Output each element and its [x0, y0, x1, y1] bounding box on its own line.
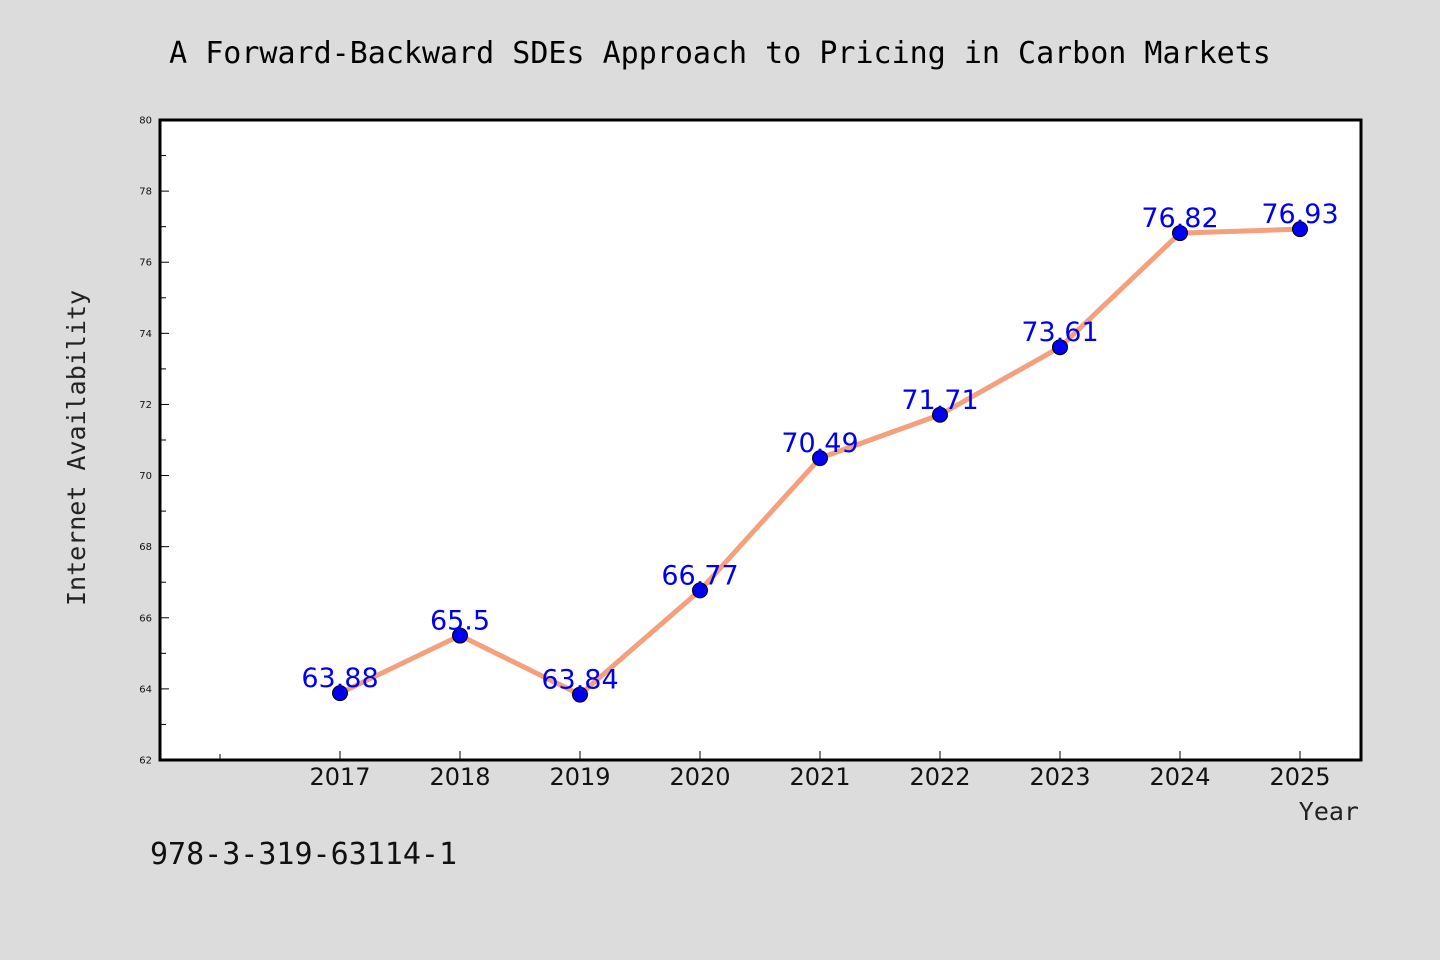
data-point [692, 582, 708, 599]
x-tick-label: 2021 [789, 763, 850, 791]
data-point [932, 406, 948, 423]
y-tick-label: 62 [139, 756, 152, 767]
data-label: 71.71 [901, 385, 978, 416]
data-label: 65.5 [430, 606, 490, 637]
y-tick-label: 80 [139, 116, 152, 127]
y-tick-label: 64 [139, 684, 152, 695]
x-tick-label: 2023 [1029, 763, 1090, 791]
x-tick-label: 2022 [909, 763, 970, 791]
plot-area [158, 118, 1363, 762]
data-point [1292, 221, 1308, 238]
data-point [332, 685, 348, 702]
data-point [1172, 225, 1188, 242]
y-tick-label: 72 [139, 400, 152, 411]
data-label: 76.93 [1261, 199, 1338, 230]
data-label: 66.77 [661, 560, 738, 591]
y-tick-label: 78 [139, 187, 152, 198]
x-tick-label: 2020 [669, 763, 730, 791]
y-tick-label: 76 [139, 258, 152, 269]
x-axis: 2017 2018 2019 2020 2021 2022 2023 2024 2025 [219, 751, 1331, 791]
y-axis: 62 64 66 68 70 72 74 76 78 80 [139, 116, 169, 767]
data-label: 63.88 [301, 663, 378, 694]
y-tick-label: 74 [139, 329, 152, 340]
x-tick-label: 2024 [1149, 763, 1210, 791]
y-axis-label: Internet Availability [62, 290, 91, 606]
y-tick-label: 70 [139, 471, 152, 482]
y-tick-label: 66 [139, 613, 152, 624]
y-tick-label: 68 [139, 542, 152, 553]
x-tick-label: 2025 [1269, 763, 1330, 791]
data-point [1052, 339, 1068, 356]
data-label: 76.82 [1141, 203, 1218, 234]
chart-title: A Forward-Backward SDEs Approach to Pric… [169, 36, 1271, 71]
data-point [812, 450, 828, 467]
isbn-text: 978-3-319-63114-1 [150, 837, 457, 872]
data-point [572, 686, 588, 703]
series-layer: 63.88 65.5 63.84 66.77 70.49 71.71 73.61 76.82 7… [301, 199, 1339, 703]
x-tick-label: 2018 [429, 763, 490, 791]
x-tick-label: 2019 [549, 763, 610, 791]
data-label: 73.61 [1021, 317, 1098, 348]
x-tick-label: 2017 [309, 763, 370, 791]
data-point [452, 627, 468, 644]
data-label: 70.49 [781, 428, 858, 459]
x-axis-label: Year [1299, 797, 1359, 826]
data-label: 63.84 [541, 665, 618, 696]
